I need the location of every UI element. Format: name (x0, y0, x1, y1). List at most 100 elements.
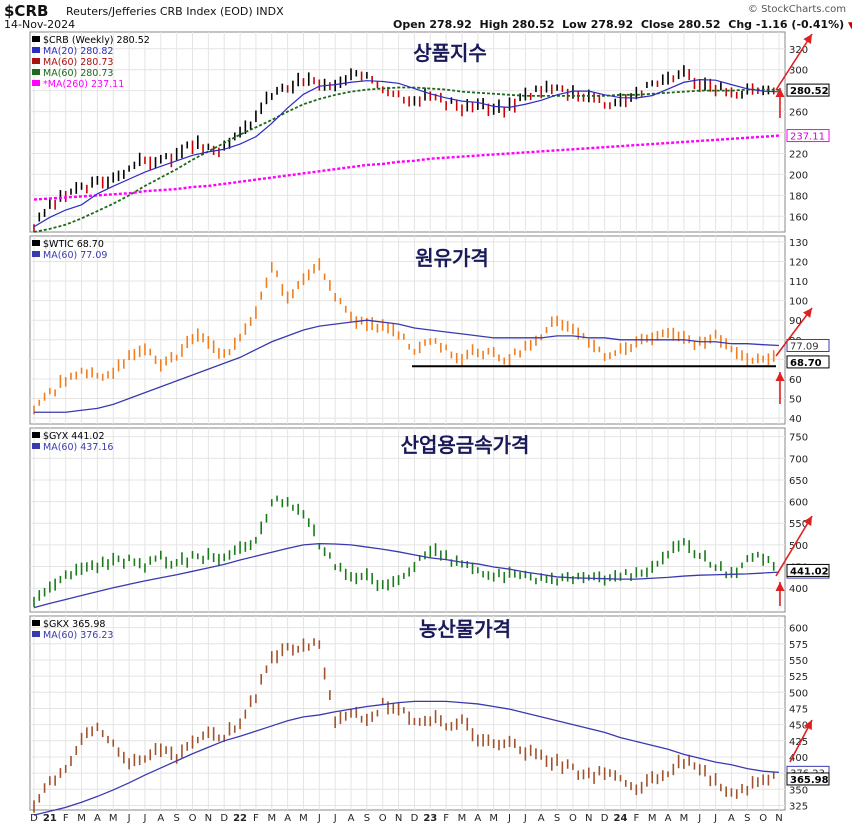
y-tick-label: 130 (789, 238, 808, 249)
x-tick-label: D (220, 813, 228, 824)
x-tick-label: A (728, 813, 735, 824)
x-tick-label: F (253, 813, 259, 824)
ma-line (33, 700, 780, 816)
up-arrow-wti-shaft (775, 307, 813, 357)
panel-crb: 160180200220240260280300320$CRB (Weekly)… (29, 31, 830, 246)
x-tick-label: O (379, 813, 387, 824)
x-tick-label: N (585, 813, 592, 824)
panel-title: 농산물가격 (419, 617, 511, 641)
y-tick-label: 400 (789, 753, 808, 764)
up-arrow-gyx-shaft (775, 515, 813, 577)
y-tick-label: 110 (789, 277, 808, 288)
x-tick-label: J (333, 813, 337, 824)
value-box-label: 280.52 (790, 86, 829, 97)
open-value: 278.92 (429, 18, 472, 31)
x-tick-label: A (94, 813, 101, 824)
panel-frame (29, 31, 786, 233)
x-tick-label: M (680, 813, 689, 824)
x-tick-label: J (523, 813, 527, 824)
y-tick-label: 260 (789, 108, 808, 119)
legend-entry: MA(20) 280.82 (43, 46, 113, 57)
x-tick-label: M (648, 813, 657, 824)
legend-swatch (32, 36, 40, 42)
high-label: High (479, 18, 509, 31)
legend-swatch (32, 251, 40, 257)
down-triangle-icon: ▼ (848, 21, 852, 31)
y-tick-label: 180 (789, 191, 808, 202)
x-tick-label: J (507, 813, 511, 824)
ma-line (33, 542, 780, 609)
y-tick-label: 90 (789, 316, 802, 327)
up-arrow-gkx (789, 719, 813, 763)
up-arrow-wti-small (775, 372, 785, 404)
legend-swatch (32, 80, 40, 86)
x-tick-label: S (744, 813, 750, 824)
y-tick-label: 40 (789, 414, 802, 425)
panel-gkx: 325350375400425450475500525550575600$GKX… (29, 615, 830, 824)
legend-entry: $GKX 365.98 (43, 619, 105, 630)
up-arrow-gkx-head (803, 720, 812, 731)
legend-swatch (32, 620, 40, 626)
panel-title: 원유가격 (415, 246, 489, 270)
panel-frame (29, 235, 786, 425)
price-bars-gyx (33, 495, 775, 608)
y-tick-label: 60 (789, 375, 802, 386)
value-box (786, 563, 830, 577)
x-tick-label: A (348, 813, 355, 824)
x-tick-label: M (299, 813, 308, 824)
legend-entry: MA(60) 280.73 (43, 68, 113, 79)
ohlc-summary: Open 278.92 High 280.52 Low 278.92 Close… (393, 18, 852, 31)
x-tick-label: O (569, 813, 577, 824)
ma-line (33, 86, 780, 233)
value-box-label: 365.98 (790, 775, 829, 786)
price-bars-gkx (33, 638, 775, 813)
y-tick-label: 400 (789, 584, 808, 595)
legend-entry: MA(60) 280.73 (43, 57, 113, 68)
y-tick-label: 550 (789, 656, 808, 667)
value-box (786, 355, 830, 369)
y-tick-label: 425 (789, 737, 808, 748)
up-arrow-crb-small-head (775, 88, 785, 97)
y-tick-label: 200 (789, 170, 808, 181)
up-arrow-gyx-small-head (775, 582, 785, 591)
chg-label: Chg (728, 18, 753, 31)
x-tick-label: M (458, 813, 467, 824)
value-box-label: 237.11 (790, 132, 825, 143)
legend-entry: $WTIC 68.70 (43, 239, 104, 250)
x-tick-label: A (474, 813, 481, 824)
legend-entry: MA(60) 376.23 (43, 630, 113, 641)
value-box-label: 77.09 (790, 341, 819, 352)
chart-date: 14-Nov-2024 (4, 18, 76, 31)
legend-entry: MA(60) 437.16 (43, 442, 113, 453)
x-tick-label: D (30, 813, 38, 824)
x-tick-label: M (489, 813, 498, 824)
y-tick-label: 475 (789, 704, 808, 715)
up-arrow-gyx-small (775, 582, 785, 606)
ticker-symbol: $CRB (4, 2, 49, 20)
up-arrow-crb-shaft (775, 33, 813, 91)
x-tick-label: N (395, 813, 402, 824)
x-tick-label: O (189, 813, 197, 824)
up-arrow-gyx (775, 515, 813, 577)
y-tick-label: 450 (789, 721, 808, 732)
value-box (786, 129, 830, 143)
x-tick-label: D (601, 813, 609, 824)
x-tick-label: J (317, 813, 321, 824)
y-tick-label: 600 (789, 624, 808, 635)
y-tick-label: 320 (789, 45, 808, 56)
y-tick-label: 100 (789, 297, 808, 308)
y-tick-label: 575 (789, 640, 808, 651)
y-tick-label: 525 (789, 672, 808, 683)
up-arrow-crb-small (775, 88, 785, 118)
panel-title: 상품지수 (413, 41, 487, 65)
legend-swatch (32, 432, 40, 438)
y-tick-label: 650 (789, 476, 808, 487)
legend-swatch (32, 58, 40, 64)
low-label: Low (562, 18, 587, 31)
y-tick-label: 600 (789, 498, 808, 509)
y-tick-label: 750 (789, 433, 808, 444)
y-tick-label: 325 (789, 801, 808, 812)
value-box (786, 772, 830, 786)
y-tick-label: 120 (789, 257, 808, 268)
